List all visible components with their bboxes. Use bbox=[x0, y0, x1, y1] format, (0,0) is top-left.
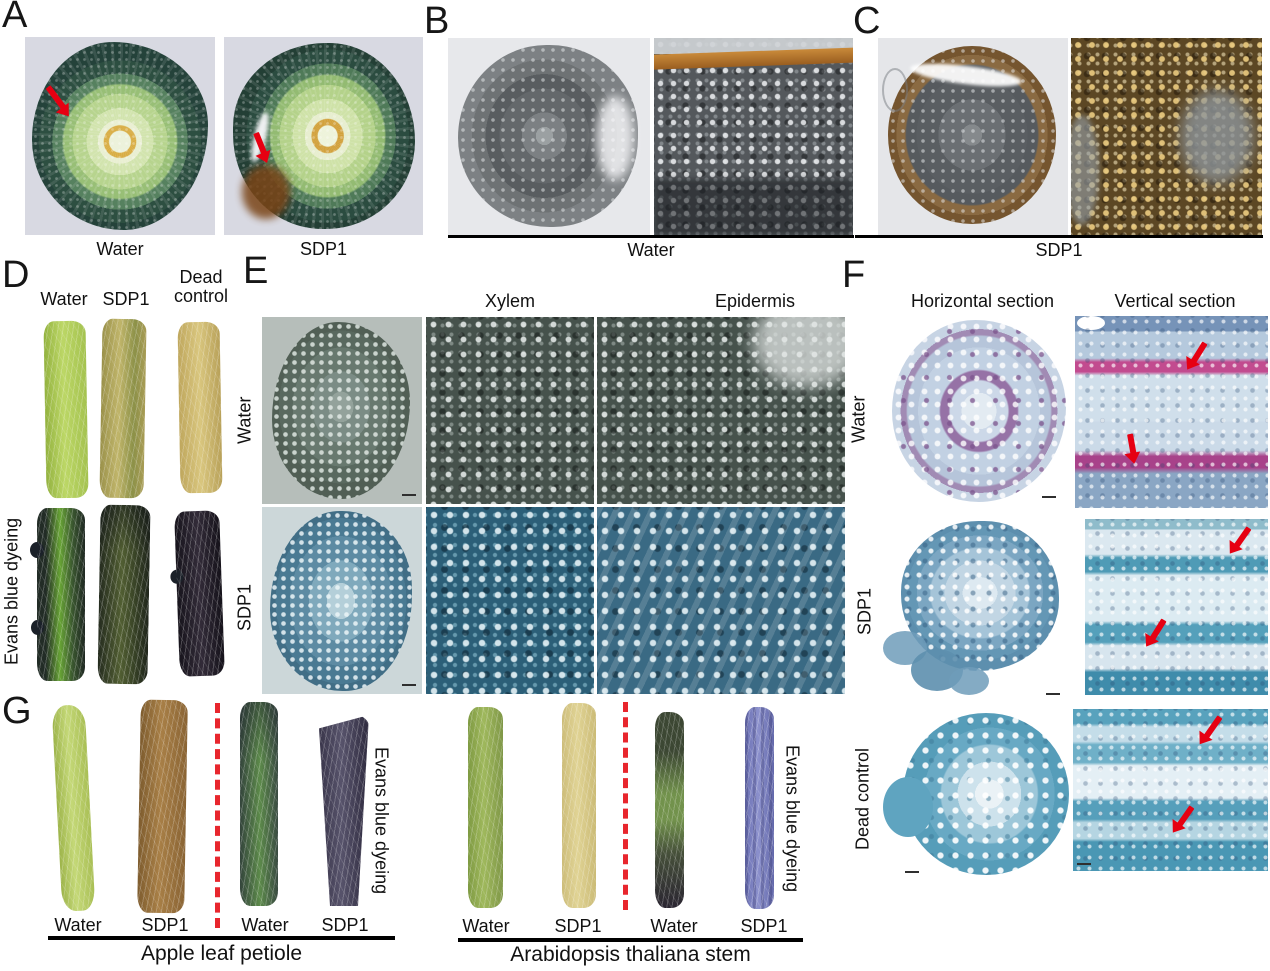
g-apple-label-water-1: Water bbox=[54, 915, 102, 935]
g-arabidopsis-stem-water bbox=[468, 707, 503, 908]
tissue-gap bbox=[1077, 316, 1105, 330]
panel-d-letter: D bbox=[2, 254, 30, 296]
caption-b: Water bbox=[627, 240, 675, 260]
micrograph-e-sdp1-overview bbox=[262, 507, 422, 694]
tissue-lobe bbox=[883, 777, 933, 837]
f-col-header-horizontal: Horizontal section bbox=[910, 291, 1055, 311]
g-apple-label-water-2: Water bbox=[241, 915, 289, 935]
highlight bbox=[753, 317, 845, 387]
d-col-header-dead-control: Dead control bbox=[173, 267, 229, 307]
stem-cross-section bbox=[32, 42, 208, 230]
e-col-header-xylem: Xylem bbox=[484, 291, 535, 311]
panel-b-letter: B bbox=[424, 0, 450, 42]
scale-bar bbox=[905, 871, 919, 873]
panel-a-letter: A bbox=[2, 0, 28, 36]
d-col-header-sdp1: SDP1 bbox=[102, 289, 150, 309]
red-dashed-divider bbox=[215, 703, 220, 928]
scale-bar bbox=[402, 684, 416, 686]
g-apple-stem-sdp1 bbox=[137, 699, 188, 914]
d-stem-water-unstained bbox=[43, 320, 89, 499]
g-apple-label-sdp1-2: SDP1 bbox=[321, 915, 369, 935]
g-apple-stem-water bbox=[51, 704, 96, 912]
scale-bar bbox=[402, 494, 416, 496]
g-arabidopsis-label-water-1: Water bbox=[462, 916, 510, 936]
micrograph-e-water-overview bbox=[262, 317, 422, 504]
g-caption-apple: Apple leaf petiole bbox=[140, 942, 303, 965]
scale-bar bbox=[1042, 496, 1056, 498]
micrograph-e-water-epidermis bbox=[597, 317, 845, 504]
g-arabidopsis-side-label: Evans blue dyeing bbox=[782, 745, 803, 893]
d-col-header-water: Water bbox=[40, 289, 88, 309]
scale-bar bbox=[1046, 693, 1060, 695]
micrograph-f-water-horizontal bbox=[888, 316, 1070, 506]
g-underline-arabidopsis bbox=[458, 938, 803, 942]
stem-cross-section bbox=[892, 320, 1066, 502]
micrograph-e-sdp1-epidermis bbox=[597, 507, 845, 694]
panel-e-letter: E bbox=[243, 250, 269, 292]
panel-g-letter: G bbox=[2, 690, 32, 732]
d-stem-dead-control-stained bbox=[170, 510, 225, 677]
highlight bbox=[596, 96, 634, 180]
d-side-label: Evans blue dyeing bbox=[1, 517, 22, 665]
d-stem-dead-control-unstained bbox=[177, 321, 223, 494]
g-apple-side-label: Evans blue dyeing bbox=[371, 747, 392, 895]
stem-cross-section bbox=[270, 511, 412, 691]
g-underline-apple bbox=[48, 936, 395, 940]
underline-b bbox=[448, 235, 854, 238]
e-col-header-epidermis: Epidermis bbox=[714, 291, 796, 311]
underline-c bbox=[855, 235, 1263, 238]
g-arabidopsis-stem-water-stained bbox=[655, 712, 684, 908]
micrograph-a-water bbox=[25, 37, 215, 235]
d-stem-water-stained bbox=[30, 508, 85, 681]
g-arabidopsis-stem-sdp1 bbox=[562, 703, 596, 908]
f-row-label-water: Water bbox=[848, 395, 869, 444]
caption-a-water: Water bbox=[96, 239, 144, 259]
scale-bar bbox=[1077, 863, 1091, 865]
micrograph-c-closeup bbox=[1071, 38, 1262, 235]
caption-c: SDP1 bbox=[1035, 240, 1083, 260]
gray-tissue-patch bbox=[1180, 90, 1254, 184]
stem-cross-section bbox=[901, 521, 1059, 671]
tissue-lobe bbox=[949, 667, 989, 695]
micrograph-c-overview bbox=[878, 38, 1068, 235]
g-arabidopsis-label-sdp1-1: SDP1 bbox=[554, 916, 602, 936]
air-bubbles bbox=[882, 68, 908, 112]
micrograph-b-overview bbox=[448, 38, 650, 235]
e-row-label-sdp1: SDP1 bbox=[234, 583, 255, 632]
micrograph-b-closeup bbox=[654, 38, 853, 235]
necrotic-region bbox=[242, 165, 290, 219]
g-arabidopsis-stem-sdp1-stained bbox=[745, 707, 774, 909]
gray-streak bbox=[1071, 115, 1099, 225]
g-caption-arabidopsis: Arabidopsis thaliana stem bbox=[510, 943, 751, 966]
micrograph-f-dead-control-vertical bbox=[1073, 709, 1268, 871]
d-stem-sdp1-stained bbox=[97, 504, 151, 685]
g-apple-stem-water-stained bbox=[240, 702, 278, 906]
red-dashed-divider bbox=[623, 702, 628, 910]
panel-f-letter: F bbox=[842, 254, 866, 296]
panel-c-letter: C bbox=[853, 0, 881, 42]
e-row-label-water: Water bbox=[234, 396, 255, 445]
f-row-label-dead-control: Dead control bbox=[852, 747, 873, 851]
f-col-header-vertical: Vertical section bbox=[1114, 291, 1236, 311]
micrograph-f-water-vertical bbox=[1075, 316, 1268, 508]
caption-a-sdp1: SDP1 bbox=[299, 239, 348, 259]
g-apple-label-sdp1-1: SDP1 bbox=[141, 915, 189, 935]
d-stem-sdp1-unstained bbox=[99, 318, 147, 499]
micrograph-e-water-xylem bbox=[426, 317, 594, 504]
dark-tissue-region bbox=[654, 179, 853, 235]
g-apple-stem-sdp1-stained bbox=[319, 715, 369, 906]
micrograph-f-sdp1-horizontal bbox=[877, 519, 1070, 701]
g-arabidopsis-label-water-2: Water bbox=[650, 916, 698, 936]
micrograph-f-sdp1-vertical bbox=[1085, 519, 1268, 695]
f-row-label-sdp1: SDP1 bbox=[854, 587, 875, 635]
g-arabidopsis-label-sdp1-2: SDP1 bbox=[740, 916, 788, 936]
micrograph-f-dead-control-horizontal bbox=[883, 711, 1073, 879]
stem-cross-section bbox=[272, 322, 410, 499]
micrograph-a-sdp1 bbox=[224, 37, 423, 235]
micrograph-e-sdp1-xylem bbox=[426, 507, 594, 694]
